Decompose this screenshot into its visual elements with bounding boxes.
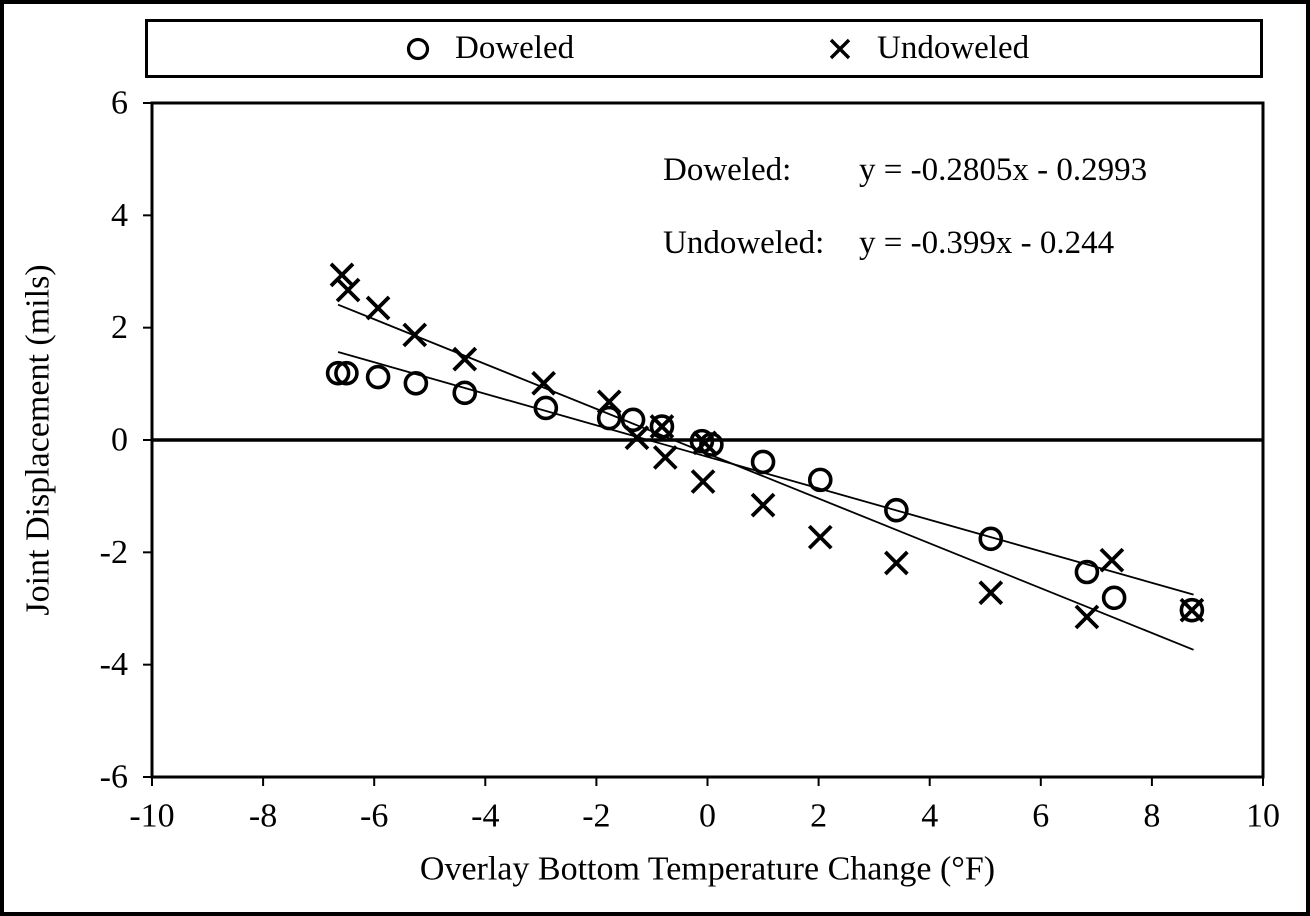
series-doweled <box>325 360 1205 623</box>
equation-undoweled-label: Undoweled: <box>663 225 825 261</box>
legend-item-doweled: Doweled <box>405 22 574 75</box>
y-tick-label: -6 <box>100 759 128 796</box>
doweled-point <box>403 370 429 396</box>
undoweled-point <box>978 580 1004 606</box>
x-tick-label: -2 <box>582 798 610 835</box>
doweled-point <box>807 467 833 493</box>
x-tick-label: -10 <box>129 798 174 835</box>
undoweled-point <box>596 389 622 415</box>
x-tick-label: 0 <box>699 798 716 835</box>
doweled-point <box>325 360 351 386</box>
undoweled-point <box>652 445 678 470</box>
undoweled-point <box>624 425 650 451</box>
x-tick-label: -8 <box>249 798 277 835</box>
undoweled-point <box>329 262 355 288</box>
undoweled-point <box>750 492 776 518</box>
undoweled-point <box>807 524 833 550</box>
trendline-equations: Doweled: y = -0.2805x - 0.2993 Undoweled… <box>663 151 1147 262</box>
legend: Doweled Undoweled <box>145 19 1263 78</box>
x-tick-label: 6 <box>1032 798 1049 835</box>
circle-marker-icon <box>406 37 430 60</box>
equation-doweled-label: Doweled: <box>663 152 792 188</box>
legend-label-undoweled: Undoweled <box>877 30 1030 66</box>
doweled-point <box>365 364 391 390</box>
legend-item-undoweled: Undoweled <box>827 22 1029 75</box>
undoweled-point <box>649 414 675 439</box>
equation-undoweled-formula: y = -0.399x - 0.244 <box>859 225 1115 261</box>
doweled-point <box>620 407 646 433</box>
x-axis-title: Overlay Bottom Temperature Change (°F) <box>420 851 995 888</box>
undoweled-point <box>335 277 361 303</box>
y-tick-label: 0 <box>111 422 128 459</box>
undoweled-point <box>1179 597 1205 623</box>
doweled-point <box>649 414 675 439</box>
doweled-point <box>978 526 1004 552</box>
undoweled-point <box>365 295 391 321</box>
y-tick-label: -4 <box>100 646 128 683</box>
equation-doweled-formula: y = -0.2805x - 0.2993 <box>859 152 1148 188</box>
y-tick-label: 6 <box>111 85 128 122</box>
y-tick-label: 2 <box>111 309 128 346</box>
y-tick-label: 4 <box>111 197 128 234</box>
doweled-point <box>596 405 622 431</box>
y-tick-label: -2 <box>100 534 128 571</box>
x-tick-label: 4 <box>921 798 938 835</box>
undoweled-point <box>531 370 556 396</box>
y-axis-title: Joint Displacement (mils) <box>20 264 57 615</box>
undoweled-point <box>692 430 718 456</box>
x-tick-label: 2 <box>810 798 827 835</box>
x-tick-label: 8 <box>1143 798 1160 835</box>
doweled-point <box>334 360 359 386</box>
x-tick-label: 10 <box>1246 798 1280 835</box>
legend-label-doweled: Doweled <box>455 30 575 66</box>
x-marker-icon <box>829 38 851 59</box>
trendline-undoweled <box>337 303 1194 651</box>
doweled-point <box>533 395 559 421</box>
doweled-point <box>750 449 776 475</box>
undoweled-point <box>690 469 716 494</box>
series-undoweled <box>329 262 1205 630</box>
doweled-point <box>452 380 478 406</box>
undoweled-point <box>402 322 428 348</box>
equation-undoweled: Undoweled: y = -0.399x - 0.244 <box>663 224 1147 262</box>
doweled-point <box>1101 585 1127 611</box>
doweled-point <box>1179 597 1205 623</box>
x-tick-label: -4 <box>471 798 499 835</box>
x-tick-label: -6 <box>360 798 388 835</box>
undoweled-point <box>452 346 478 372</box>
undoweled-point <box>1074 604 1100 630</box>
doweled-point <box>884 497 909 523</box>
doweled-point <box>1074 559 1100 585</box>
undoweled-point <box>1099 547 1125 573</box>
undoweled-point <box>884 550 909 576</box>
plot-area: -10 -8 -6 -4 -2 0 2 4 6 8 10 -6 -4 -2 0 2 4 6 Overlay Bott… <box>20 85 1281 888</box>
equation-doweled: Doweled: y = -0.2805x - 0.2993 <box>663 151 1147 189</box>
